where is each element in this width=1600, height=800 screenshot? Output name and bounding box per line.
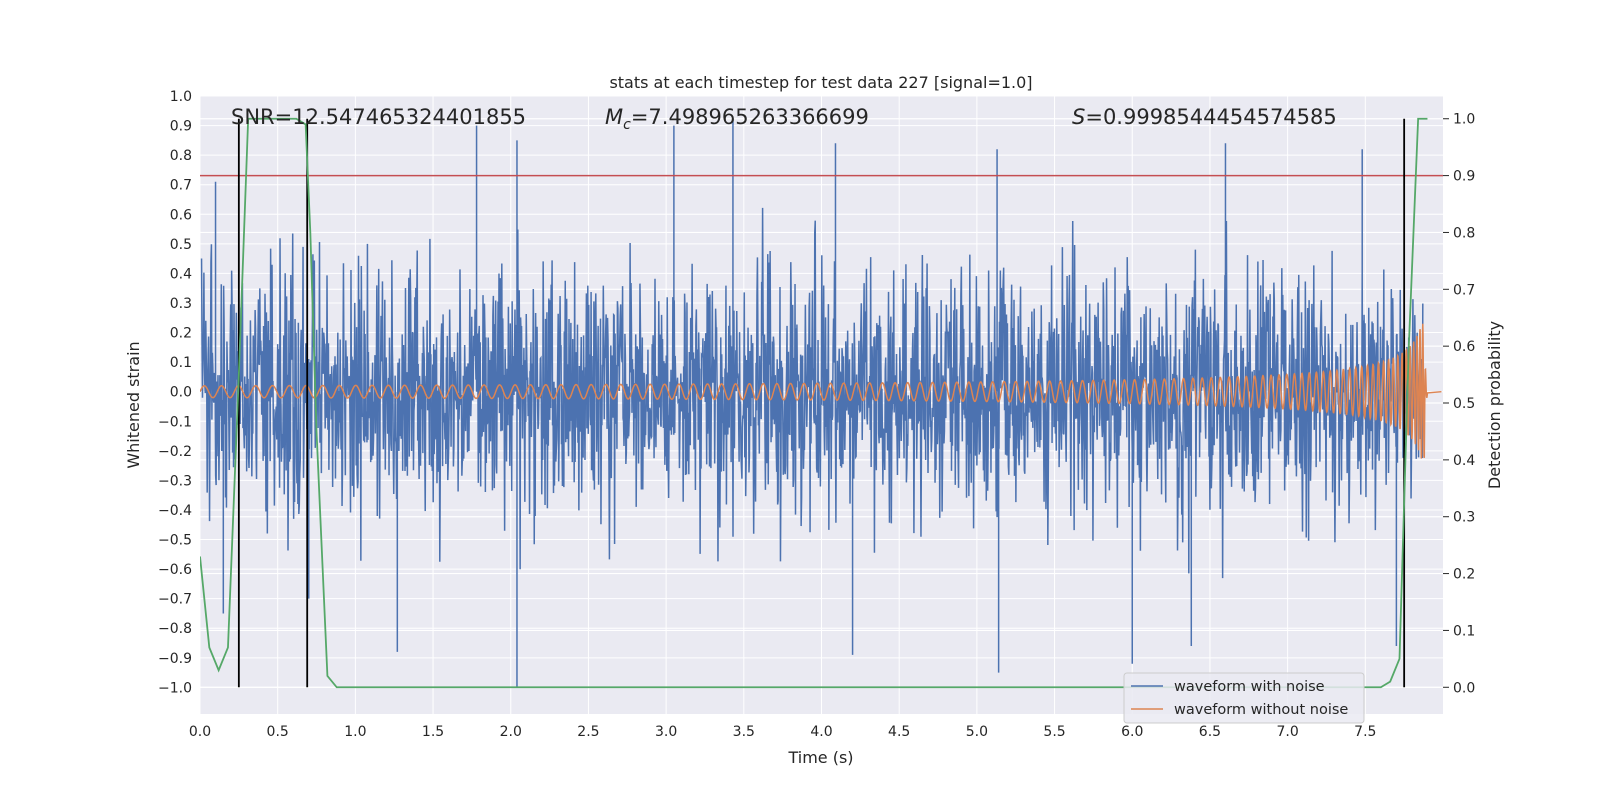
- waveform-without-noise-line: [200, 323, 1442, 459]
- y-tick-label: 0.7: [170, 178, 192, 194]
- x-tick-label: 0.5: [267, 724, 289, 740]
- y-tick-label: −0.8: [158, 621, 192, 637]
- y-tick-label: 1.0: [170, 89, 192, 105]
- y-tick-label: −0.6: [158, 562, 192, 578]
- x-tick-label: 3.0: [655, 724, 677, 740]
- y-tick-label: 0.9: [170, 119, 192, 135]
- y-tick-label: 0.2: [170, 326, 192, 342]
- x-axis-label: Time (s): [787, 748, 853, 767]
- snr-annotation: SNR=12.547465324401855: [231, 105, 526, 129]
- detection-probability-line: [200, 117, 1428, 689]
- y2-tick-label: 0.5: [1453, 396, 1475, 412]
- x-tick-label: 1.5: [422, 724, 444, 740]
- x-tick-label: 5.5: [1043, 724, 1065, 740]
- x-tick-label: 7.5: [1354, 724, 1376, 740]
- s-value: =0.9998544454574585: [1085, 105, 1336, 129]
- x-tick-label: 4.0: [810, 724, 832, 740]
- y-axis-label: Whitened strain: [124, 341, 143, 468]
- y-tick-label: −0.3: [158, 473, 192, 489]
- x-tick-label: 2.5: [577, 724, 599, 740]
- legend-label-clean: waveform without noise: [1174, 702, 1348, 718]
- mc-value: =7.498965263366699: [631, 105, 869, 129]
- series-layer: [200, 117, 1443, 689]
- mc-subscript: c: [623, 117, 631, 133]
- y-tick-label: −0.9: [158, 651, 192, 667]
- y-tick-label: 0.6: [170, 207, 192, 223]
- y2-tick-label: 0.2: [1453, 567, 1475, 583]
- y2-tick-label: 0.4: [1453, 453, 1475, 469]
- legend-box: [1123, 672, 1365, 724]
- y2-tick-label: 0.9: [1453, 169, 1475, 185]
- y-tick-label: −0.4: [158, 503, 192, 519]
- score-annotation: S=0.9998544454574585: [1072, 105, 1337, 129]
- x-tick-label: 3.5: [733, 724, 755, 740]
- y2-tick-label: 0.6: [1453, 339, 1475, 355]
- x-tick-label: 7.0: [1276, 724, 1298, 740]
- y-tick-label: 0.5: [170, 237, 192, 253]
- y-tick-label: −0.7: [158, 592, 192, 608]
- legend: waveform with noise waveform without noi…: [1123, 672, 1365, 724]
- mc-symbol: M: [605, 105, 623, 129]
- legend-label-noise: waveform with noise: [1174, 679, 1325, 695]
- y2-tick-label: 0.7: [1453, 282, 1475, 298]
- chirp-mass-annotation: Mc=7.498965263366699: [605, 105, 869, 133]
- s-symbol: S: [1072, 105, 1085, 129]
- y-tick-label: −1.0: [158, 680, 192, 696]
- y-tick-label: −0.5: [158, 533, 192, 549]
- y-tick-label: −0.2: [158, 444, 192, 460]
- x-tick-label: 0.0: [189, 724, 211, 740]
- y2-tick-label: 0.1: [1453, 623, 1475, 639]
- y-tick-label: 0.1: [170, 355, 192, 371]
- y-tick-label: 0.8: [170, 148, 192, 164]
- x-tick-label: 4.5: [888, 724, 910, 740]
- y2-tick-label: 0.3: [1453, 510, 1475, 526]
- x-tick-label: 1.0: [344, 724, 366, 740]
- chart-title: stats at each timestep for test data 227…: [609, 73, 1032, 92]
- x-tick-label: 5.0: [966, 724, 988, 740]
- waveform-with-noise-line: [200, 119, 1424, 688]
- y2-tick-label: 0.8: [1453, 225, 1475, 241]
- x-tick-label: 6.0: [1121, 724, 1143, 740]
- y2-tick-label: 1.0: [1453, 112, 1475, 128]
- y2-axis-label: Detection probability: [1485, 321, 1504, 489]
- y-tick-label: −0.1: [158, 414, 192, 430]
- y-tick-label: 0.0: [170, 385, 192, 401]
- y2-tick-label: 0.0: [1453, 680, 1475, 696]
- x-tick-label: 6.5: [1199, 724, 1221, 740]
- y-tick-label: 0.3: [170, 296, 192, 312]
- x-tick-label: 2.0: [500, 724, 522, 740]
- ticks-layer: 0.0 0.5 1.0 1.5 2.0 2.5 3.0 3.5 4.0 4.5 5.0 5.5 6.0 6…: [158, 89, 1475, 740]
- y-tick-label: 0.4: [170, 266, 192, 282]
